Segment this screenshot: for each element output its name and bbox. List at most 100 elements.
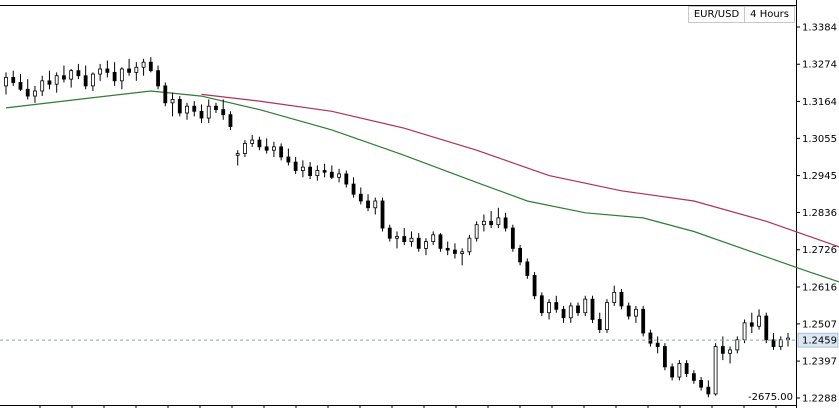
candle: [533, 272, 536, 299]
candle-body: [468, 238, 471, 252]
candle-body: [280, 147, 283, 157]
candle: [511, 225, 514, 252]
candle-body: [519, 248, 522, 262]
candle: [605, 299, 608, 333]
candle: [468, 235, 471, 255]
candle-body: [251, 140, 254, 143]
candle-body: [178, 99, 181, 113]
candle-body: [649, 333, 652, 343]
candle-body: [663, 347, 666, 367]
candle-body: [207, 106, 210, 118]
y-tick-label: 1.2397: [802, 357, 837, 368]
candle-body: [750, 323, 753, 326]
candle-body: [692, 374, 695, 381]
candle-body: [613, 292, 616, 302]
candle-body: [316, 171, 319, 176]
candle-body: [84, 76, 87, 86]
candle-body: [736, 340, 739, 350]
candle-body: [555, 303, 558, 310]
candle: [678, 360, 681, 380]
candle-body: [410, 238, 413, 241]
candle: [663, 343, 666, 370]
candle-body: [562, 309, 565, 317]
symbol-label: EUR/USD: [689, 7, 744, 22]
candle-body: [330, 172, 333, 177]
candle-body: [678, 363, 681, 377]
candle-body: [548, 303, 551, 313]
y-tick-label: 1.2507: [802, 319, 837, 330]
candle-body: [453, 250, 456, 253]
candle-body: [497, 218, 500, 225]
candle-body: [287, 157, 290, 162]
candle-body: [41, 81, 44, 91]
candle-body: [359, 194, 362, 201]
candle-body: [569, 306, 572, 318]
y-tick-label: 1.3164: [802, 97, 837, 108]
candle-body: [475, 225, 478, 239]
candle-body: [243, 143, 246, 153]
y-tick-label: 1.2726: [802, 245, 837, 256]
candle: [584, 296, 587, 316]
candle-body: [171, 99, 174, 102]
candle-body: [164, 86, 167, 103]
candle-body: [338, 174, 341, 177]
candle-body: [490, 221, 493, 224]
candle-body: [779, 340, 782, 347]
candle-body: [12, 77, 15, 82]
candle: [714, 343, 717, 395]
candle-body: [729, 350, 732, 353]
candle-body: [77, 71, 80, 76]
candle-body: [272, 147, 275, 150]
candle: [526, 259, 529, 279]
candle-body: [352, 184, 355, 194]
candle-body: [577, 306, 580, 313]
candle: [540, 292, 543, 316]
candle-body: [765, 316, 768, 340]
candle-body: [446, 248, 449, 250]
candle-body: [656, 343, 659, 346]
candle-body: [345, 174, 348, 184]
candle-body: [584, 299, 587, 313]
candle: [591, 296, 594, 323]
candle: [765, 313, 768, 343]
candle-body: [186, 106, 189, 113]
candle-body: [120, 69, 123, 81]
candle-body: [229, 115, 232, 127]
y-tick-label: 1.3384: [802, 23, 837, 34]
candle-body: [439, 235, 442, 249]
candle-body: [743, 323, 746, 340]
candle-body: [135, 67, 138, 72]
candle-body: [598, 319, 601, 329]
candle-body: [707, 387, 710, 394]
candle-body: [48, 81, 51, 84]
annotation-label: -2675.00: [748, 392, 793, 403]
candle-body: [482, 221, 485, 224]
candle-body: [685, 363, 688, 373]
candle-body: [403, 237, 406, 242]
candle-body: [374, 201, 377, 208]
candle-body: [200, 111, 203, 118]
candle-body: [193, 106, 196, 111]
candle-body: [714, 347, 717, 394]
candle-body: [758, 316, 761, 326]
candle-body: [106, 69, 109, 72]
candle-body: [396, 237, 399, 239]
candle-body: [591, 299, 594, 319]
candle-body: [258, 140, 261, 147]
candle-body: [236, 154, 239, 156]
candle: [743, 319, 746, 343]
candle-body: [157, 71, 160, 86]
candle-body: [149, 62, 152, 70]
candle-body: [627, 306, 630, 316]
candle: [164, 83, 167, 107]
candle-body: [91, 74, 94, 86]
candle: [381, 198, 384, 232]
candle-body: [787, 338, 790, 340]
candle-body: [432, 235, 435, 242]
candle-body: [642, 309, 645, 333]
candle-body: [461, 252, 464, 254]
candle-body: [381, 201, 384, 228]
